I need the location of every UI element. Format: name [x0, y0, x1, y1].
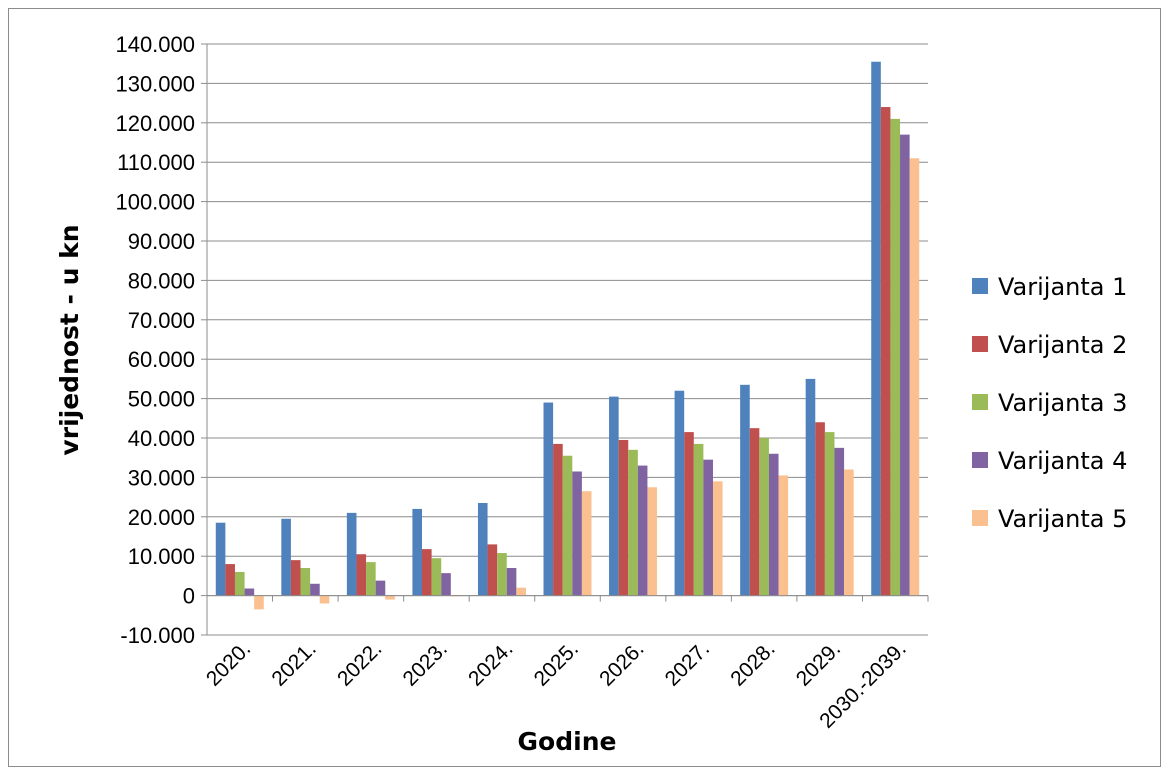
- bar: [749, 428, 760, 596]
- legend-label: Varijanta 3: [998, 389, 1127, 417]
- bar: [487, 544, 498, 596]
- bar: [234, 571, 245, 596]
- bar: [553, 443, 563, 596]
- bar: [740, 384, 750, 596]
- bar: [844, 469, 854, 596]
- y-tick-labels: -10.000 0 10.000 20.000 30.000 40.000 50.000 60…: [115, 32, 195, 648]
- bar: [871, 61, 881, 596]
- bar: [346, 512, 357, 596]
- bar: [684, 432, 694, 596]
- bar: [909, 158, 920, 596]
- bar: [281, 518, 291, 596]
- x-tick-labels: 2020. 2021. 2022. 2023. 2024. 2025. 2026. 2027.…: [202, 637, 911, 733]
- bar: [375, 580, 386, 596]
- bar: [319, 595, 330, 604]
- bar: [834, 447, 845, 596]
- bar: [543, 402, 554, 596]
- bar: [412, 508, 423, 596]
- legend-swatch: [972, 510, 988, 526]
- y-tick-label: -10.000: [120, 623, 195, 648]
- x-tick-label: 2022.: [333, 637, 386, 690]
- y-tick-label: 50.000: [128, 387, 195, 412]
- bar: [824, 432, 835, 596]
- x-tick-label: 2024.: [464, 637, 517, 690]
- bar: [441, 573, 451, 596]
- bar: [497, 553, 507, 596]
- bar: [637, 465, 648, 596]
- x-axis-title: Godine: [518, 727, 617, 756]
- bar: [805, 378, 816, 596]
- bar: [581, 491, 592, 596]
- x-tick-label: 2027.: [661, 637, 714, 690]
- bar: [254, 595, 264, 610]
- bar: [572, 471, 582, 596]
- bar: [225, 564, 235, 596]
- bar: [647, 487, 658, 596]
- bar: [890, 118, 901, 596]
- y-tick-label: 10.000: [128, 544, 195, 569]
- legend-label: Varijanta 1: [998, 273, 1127, 301]
- x-tick-label: 2020.: [202, 637, 255, 690]
- bar: [703, 459, 713, 596]
- bar: [244, 588, 255, 596]
- y-tick-label: 30.000: [128, 465, 195, 490]
- bar: [506, 568, 517, 596]
- legend: Varijanta 1 Varijanta 2 Varijanta 3 Varijan…: [972, 273, 1127, 533]
- bar: [300, 568, 311, 596]
- y-tick-label: 90.000: [128, 229, 195, 254]
- y-tick-label: 0: [183, 584, 195, 609]
- axes: [201, 43, 929, 636]
- y-tick-label: 120.000: [115, 111, 195, 136]
- bar: [356, 554, 367, 596]
- legend-swatch: [972, 452, 988, 468]
- bar: [385, 595, 395, 600]
- y-tick-label: 110.000: [117, 150, 195, 175]
- y-tick-label: 70.000: [128, 308, 195, 333]
- legend-swatch: [972, 278, 988, 294]
- bar: [477, 503, 488, 596]
- legend-swatch: [972, 394, 988, 410]
- bar: [431, 558, 442, 596]
- y-axis-title: vrijednost - u kn: [55, 224, 84, 455]
- x-tick-label: 2026.: [595, 637, 648, 690]
- bar: [310, 583, 320, 596]
- bars: [215, 61, 920, 610]
- y-tick-label: 130.000: [115, 71, 195, 96]
- bar: [768, 453, 779, 596]
- legend-label: Varijanta 4: [998, 447, 1127, 475]
- x-tick-label: 2029.: [792, 637, 845, 690]
- bar: [618, 439, 629, 596]
- y-tick-label: 20.000: [128, 505, 195, 530]
- y-tick-label: 100.000: [115, 190, 195, 215]
- y-tick-label: 60.000: [128, 347, 195, 372]
- y-tick-label: 140.000: [115, 32, 195, 57]
- x-tick-label: 2021.: [267, 637, 320, 690]
- bar: [215, 522, 226, 596]
- bar: [562, 455, 573, 596]
- legend-label: Varijanta 2: [998, 331, 1127, 359]
- legend-swatch: [972, 336, 988, 352]
- chart-frame: [8, 8, 1161, 767]
- x-tick-label: 2028.: [726, 637, 779, 690]
- y-tick-label: 80.000: [128, 268, 195, 293]
- bar: [290, 560, 301, 596]
- legend-label: Varijanta 5: [998, 505, 1127, 533]
- x-tick-label: 2023.: [399, 637, 452, 690]
- bar: [880, 107, 891, 596]
- bar: [900, 134, 910, 596]
- bar: [628, 449, 638, 596]
- bar: [366, 562, 376, 596]
- bar: [712, 481, 723, 596]
- bar: [674, 390, 685, 596]
- bar: [759, 438, 769, 596]
- bar: [815, 422, 825, 596]
- x-tick-label: 2025.: [530, 637, 583, 690]
- bar: [609, 396, 619, 596]
- bar: [778, 475, 789, 596]
- y-tick-label: 40.000: [128, 426, 195, 451]
- bar: [422, 549, 432, 596]
- bar: [516, 587, 526, 596]
- bar: [693, 443, 704, 596]
